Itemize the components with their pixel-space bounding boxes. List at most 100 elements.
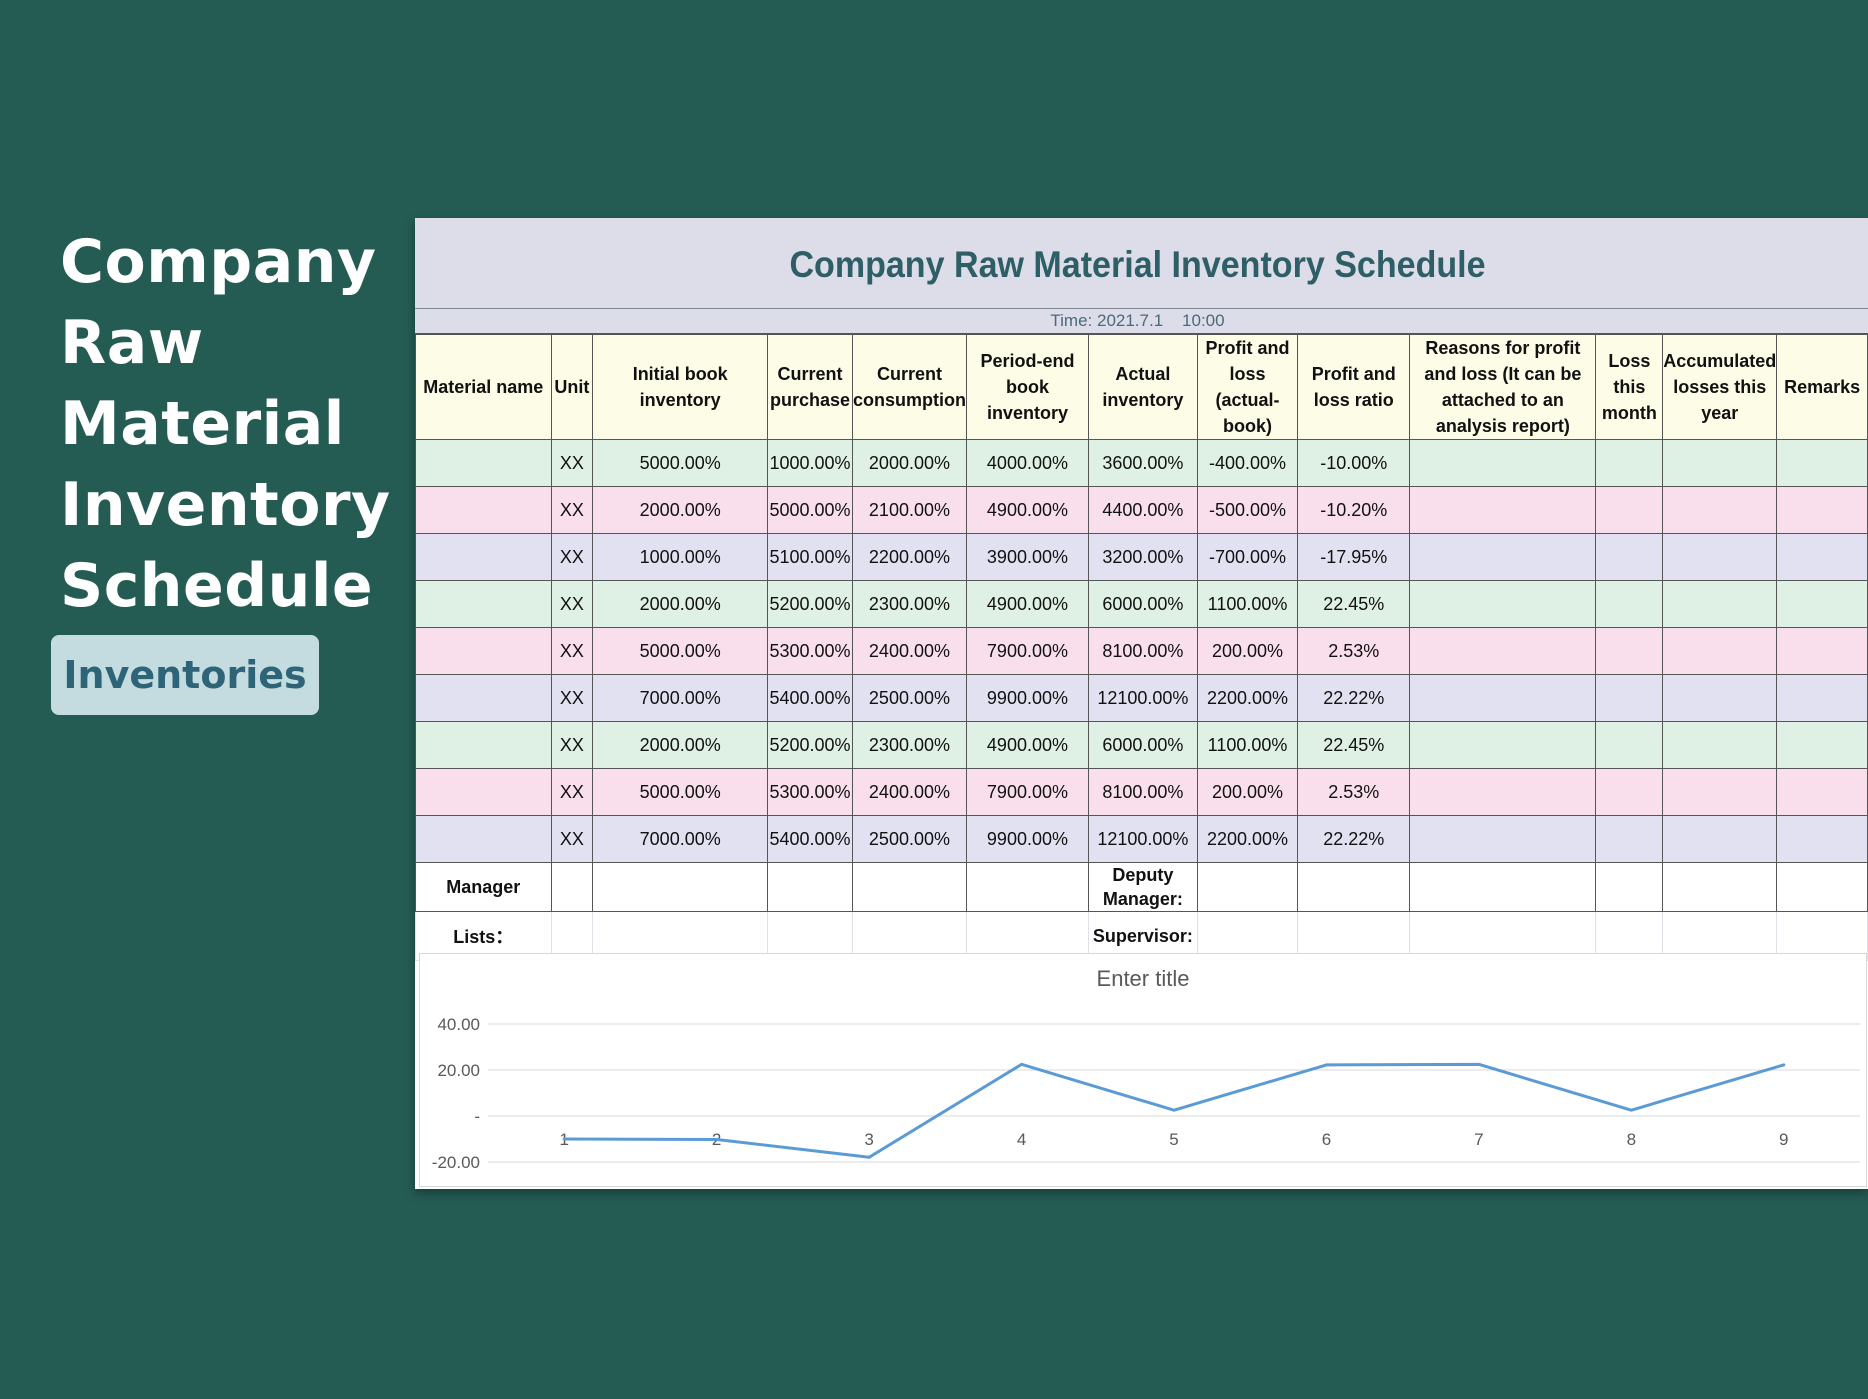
signature-cell[interactable] xyxy=(1409,911,1597,961)
table-cell[interactable]: XX xyxy=(550,815,594,863)
table-cell[interactable]: 2.53% xyxy=(1297,768,1411,816)
table-cell[interactable] xyxy=(1776,580,1868,628)
header-cell[interactable]: Actual inventory xyxy=(1087,334,1198,440)
table-cell[interactable]: 2.53% xyxy=(1297,627,1411,675)
table-cell[interactable]: -17.95% xyxy=(1297,533,1411,581)
table-cell[interactable] xyxy=(1595,815,1664,863)
table-cell[interactable]: 8100.00% xyxy=(1087,768,1198,816)
table-cell[interactable] xyxy=(1595,674,1664,722)
table-cell[interactable] xyxy=(1595,627,1664,675)
table-cell[interactable]: 2200.00% xyxy=(851,533,967,581)
table-cell[interactable]: 4900.00% xyxy=(965,580,1089,628)
data-point[interactable] xyxy=(715,1137,719,1141)
table-cell[interactable] xyxy=(1662,674,1778,722)
table-cell[interactable] xyxy=(1662,439,1778,487)
signature-cell[interactable] xyxy=(1196,862,1299,912)
table-cell[interactable]: 2300.00% xyxy=(851,721,967,769)
header-cell[interactable]: Profit and loss ratio xyxy=(1297,334,1411,440)
table-cell[interactable]: 2100.00% xyxy=(851,486,967,534)
table-cell[interactable]: 2300.00% xyxy=(851,580,967,628)
table-cell[interactable] xyxy=(1662,580,1778,628)
table-cell[interactable] xyxy=(1595,439,1664,487)
data-point[interactable] xyxy=(1020,1062,1024,1066)
table-cell[interactable] xyxy=(1776,486,1868,534)
table-cell[interactable] xyxy=(1409,580,1597,628)
supervisor-label[interactable]: Supervisor: xyxy=(1087,911,1198,961)
signature-cell[interactable] xyxy=(851,911,967,961)
signature-cell[interactable] xyxy=(1595,862,1664,912)
signature-cell[interactable] xyxy=(1409,862,1597,912)
table-cell[interactable]: XX xyxy=(550,533,594,581)
table-cell[interactable]: XX xyxy=(550,439,594,487)
table-cell[interactable]: 7000.00% xyxy=(592,815,769,863)
table-cell[interactable]: 22.45% xyxy=(1297,721,1411,769)
table-cell[interactable]: XX xyxy=(550,486,594,534)
signature-cell[interactable] xyxy=(1776,862,1868,912)
table-cell[interactable]: XX xyxy=(550,721,594,769)
signature-cell[interactable] xyxy=(1196,911,1299,961)
table-cell[interactable]: XX xyxy=(550,627,594,675)
table-cell[interactable] xyxy=(1409,674,1597,722)
table-cell[interactable] xyxy=(1409,439,1597,487)
table-cell[interactable] xyxy=(1409,627,1597,675)
signature-cell[interactable] xyxy=(965,862,1089,912)
table-cell[interactable]: 5100.00% xyxy=(767,533,853,581)
table-cell[interactable]: 5300.00% xyxy=(767,768,853,816)
table-cell[interactable]: -10.20% xyxy=(1297,486,1411,534)
table-cell[interactable]: 2200.00% xyxy=(1196,815,1299,863)
table-cell[interactable]: XX xyxy=(550,580,594,628)
table-cell[interactable]: 3600.00% xyxy=(1087,439,1198,487)
header-cell[interactable]: Accumulated losses this year xyxy=(1662,334,1778,440)
table-cell[interactable]: 7900.00% xyxy=(965,768,1089,816)
header-cell[interactable]: Current purchase xyxy=(767,334,853,440)
header-cell[interactable]: Material name xyxy=(415,334,552,440)
table-cell[interactable] xyxy=(1662,815,1778,863)
table-cell[interactable] xyxy=(1662,533,1778,581)
data-point[interactable] xyxy=(1172,1108,1176,1112)
table-cell[interactable] xyxy=(1662,721,1778,769)
table-cell[interactable] xyxy=(1776,627,1868,675)
table-cell[interactable]: 2000.00% xyxy=(592,721,769,769)
header-cell[interactable]: Period-end book inventory xyxy=(965,334,1089,440)
table-cell[interactable] xyxy=(1662,486,1778,534)
table-cell[interactable] xyxy=(1409,533,1597,581)
table-cell[interactable]: 5400.00% xyxy=(767,674,853,722)
table-cell[interactable]: 3900.00% xyxy=(965,533,1089,581)
table-cell[interactable]: 9900.00% xyxy=(965,674,1089,722)
table-cell[interactable]: 2500.00% xyxy=(851,674,967,722)
header-cell[interactable]: Loss this month xyxy=(1595,334,1664,440)
table-cell[interactable] xyxy=(415,768,552,816)
table-cell[interactable]: 6000.00% xyxy=(1087,721,1198,769)
table-cell[interactable] xyxy=(1776,674,1868,722)
table-cell[interactable]: 4900.00% xyxy=(965,486,1089,534)
table-cell[interactable]: 5000.00% xyxy=(767,486,853,534)
signature-cell[interactable] xyxy=(1595,911,1664,961)
table-cell[interactable] xyxy=(1409,815,1597,863)
table-cell[interactable]: 1000.00% xyxy=(767,439,853,487)
table-cell[interactable]: 2400.00% xyxy=(851,768,967,816)
table-cell[interactable] xyxy=(415,721,552,769)
table-cell[interactable]: XX xyxy=(550,768,594,816)
table-cell[interactable]: 4400.00% xyxy=(1087,486,1198,534)
signature-cell[interactable] xyxy=(550,862,594,912)
table-cell[interactable]: 2500.00% xyxy=(851,815,967,863)
signature-cell[interactable] xyxy=(1297,911,1411,961)
signature-cell[interactable] xyxy=(851,862,967,912)
table-cell[interactable] xyxy=(415,674,552,722)
signature-cell[interactable] xyxy=(592,911,769,961)
signature-cell[interactable] xyxy=(767,911,853,961)
table-cell[interactable] xyxy=(415,815,552,863)
table-cell[interactable] xyxy=(415,533,552,581)
signature-cell[interactable] xyxy=(1662,862,1778,912)
table-cell[interactable] xyxy=(1776,533,1868,581)
table-cell[interactable]: 22.22% xyxy=(1297,815,1411,863)
table-cell[interactable] xyxy=(1776,768,1868,816)
table-cell[interactable]: 2000.00% xyxy=(592,486,769,534)
table-cell[interactable]: 5000.00% xyxy=(592,768,769,816)
table-cell[interactable] xyxy=(1595,486,1664,534)
table-cell[interactable]: 2000.00% xyxy=(851,439,967,487)
table-cell[interactable]: -500.00% xyxy=(1196,486,1299,534)
table-cell[interactable] xyxy=(1409,486,1597,534)
table-cell[interactable]: 22.22% xyxy=(1297,674,1411,722)
